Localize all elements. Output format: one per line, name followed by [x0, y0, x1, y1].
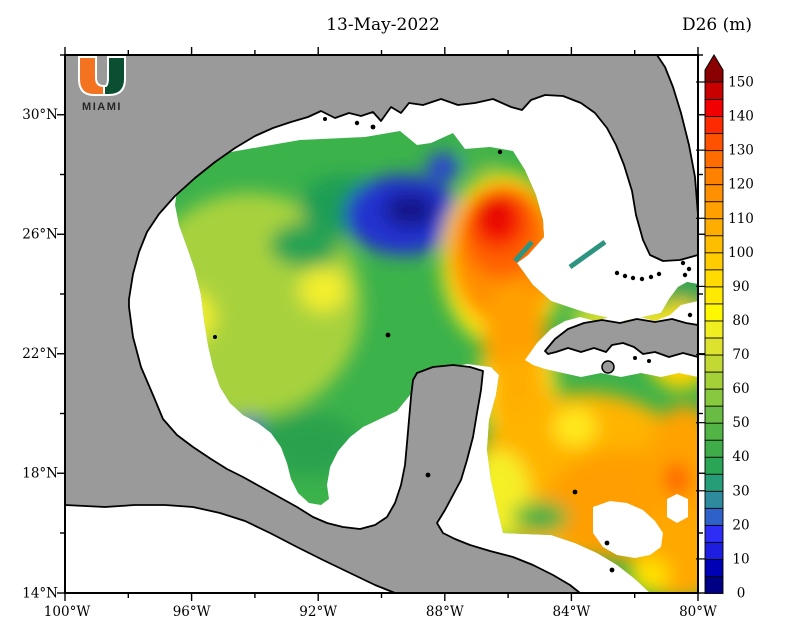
colorbar-cell	[704, 575, 724, 594]
colorbar-cell	[704, 115, 724, 135]
lon-label-92w: 92°W	[299, 604, 337, 620]
colorbar-tick-label: 70	[732, 347, 749, 363]
colorbar-tick-label: 110	[728, 211, 754, 227]
colorbar-cell	[704, 524, 724, 543]
data-streak-east	[568, 239, 607, 270]
logo-miami-text: MIAMI	[82, 101, 122, 113]
colorbar-cell	[704, 354, 724, 373]
colorbar-tick-label: 50	[732, 415, 749, 431]
island-dots	[213, 117, 693, 573]
colorbar-tick-label: 150	[728, 75, 754, 91]
map-panel: MIAMI	[57, 47, 705, 601]
isle-of-youth	[601, 360, 615, 374]
colorbar-cell	[704, 166, 724, 186]
honduras-no-data-wedge	[593, 501, 663, 558]
colorbar-cell	[704, 81, 724, 100]
colorbar-cell	[704, 337, 724, 356]
colorbar-cell	[704, 200, 724, 220]
colorbar-tick-label: 140	[728, 109, 754, 125]
colorbar-cell	[704, 183, 724, 203]
colorbar-cell	[704, 422, 724, 441]
colorbar-cell	[704, 558, 724, 577]
colorbar-tick-label: 120	[728, 177, 754, 193]
figure-date-title: 13-May-2022	[326, 15, 440, 35]
lon-label-96w: 96°W	[173, 604, 211, 620]
colorbar-cell	[704, 490, 724, 509]
colorbar-cell	[704, 285, 724, 305]
colorbar-cell	[704, 234, 724, 254]
colorbar-tick-label: 60	[732, 381, 749, 397]
colorbar-cell	[704, 439, 724, 458]
lon-label-100w: 100°W	[44, 604, 91, 620]
colorbar-cell	[704, 98, 724, 118]
colorbar-tick-label: 100	[728, 245, 754, 261]
colorbar-tick-label: 0	[737, 586, 746, 602]
colorbar-cell	[704, 456, 724, 475]
colorbar-tick-label: 80	[732, 313, 749, 329]
colorbar-overflow-arrow	[704, 54, 724, 83]
colorbar-cell	[704, 320, 724, 339]
lat-label-18n: 18°N	[22, 466, 58, 482]
colorbar-cell	[704, 388, 724, 407]
lat-label-22n: 22°N	[22, 346, 58, 362]
cuba-island	[544, 318, 699, 358]
colorbar-tick-label: 20	[732, 517, 749, 533]
lat-label-30n: 30°N	[22, 107, 58, 123]
colorbar-cell	[704, 132, 724, 152]
colorbar-cell	[704, 473, 724, 492]
university-of-miami-logo: MIAMI	[78, 56, 126, 113]
colorbar-units-label: D26 (m)	[682, 15, 752, 35]
colorbar-cell	[704, 217, 724, 237]
lat-label-26n: 26°N	[22, 227, 58, 243]
mainland-landmass	[64, 54, 699, 594]
colorbar-tick-label: 130	[728, 143, 754, 159]
colorbar-cell	[704, 268, 724, 288]
colorbar-tick-label: 30	[732, 483, 749, 499]
axis-ticks	[57, 47, 705, 601]
colorbar-cell	[704, 541, 724, 560]
colorbar-tick-label: 90	[732, 279, 749, 295]
lon-label-88w: 88°W	[426, 604, 464, 620]
latitude-axis: 30°N 26°N 22°N 18°N 14°N	[22, 107, 58, 602]
colorbar-tick-label: 10	[732, 551, 749, 567]
colorbar-cell	[704, 302, 724, 322]
data-streak-west	[513, 240, 534, 263]
logo-u-right-green	[103, 56, 126, 96]
colorbar-cell	[704, 149, 724, 169]
colorbar: 0 10 20 30 40 50 60 70 80 90 100 110 120 130 140 150	[696, 54, 754, 602]
colorbar-cell	[704, 371, 724, 390]
longitude-axis: 100°W 96°W 92°W 88°W 84°W 80°W	[44, 604, 717, 620]
island-mask-hexagon	[667, 494, 688, 523]
colorbar-cell	[704, 405, 724, 424]
lon-label-84w: 84°W	[552, 604, 590, 620]
lat-label-14n: 14°N	[22, 586, 58, 602]
colorbar-cell	[704, 507, 724, 526]
lon-label-80w: 80°W	[679, 604, 717, 620]
colorbar-tick-label: 40	[732, 449, 749, 465]
colorbar-cell	[704, 251, 724, 271]
